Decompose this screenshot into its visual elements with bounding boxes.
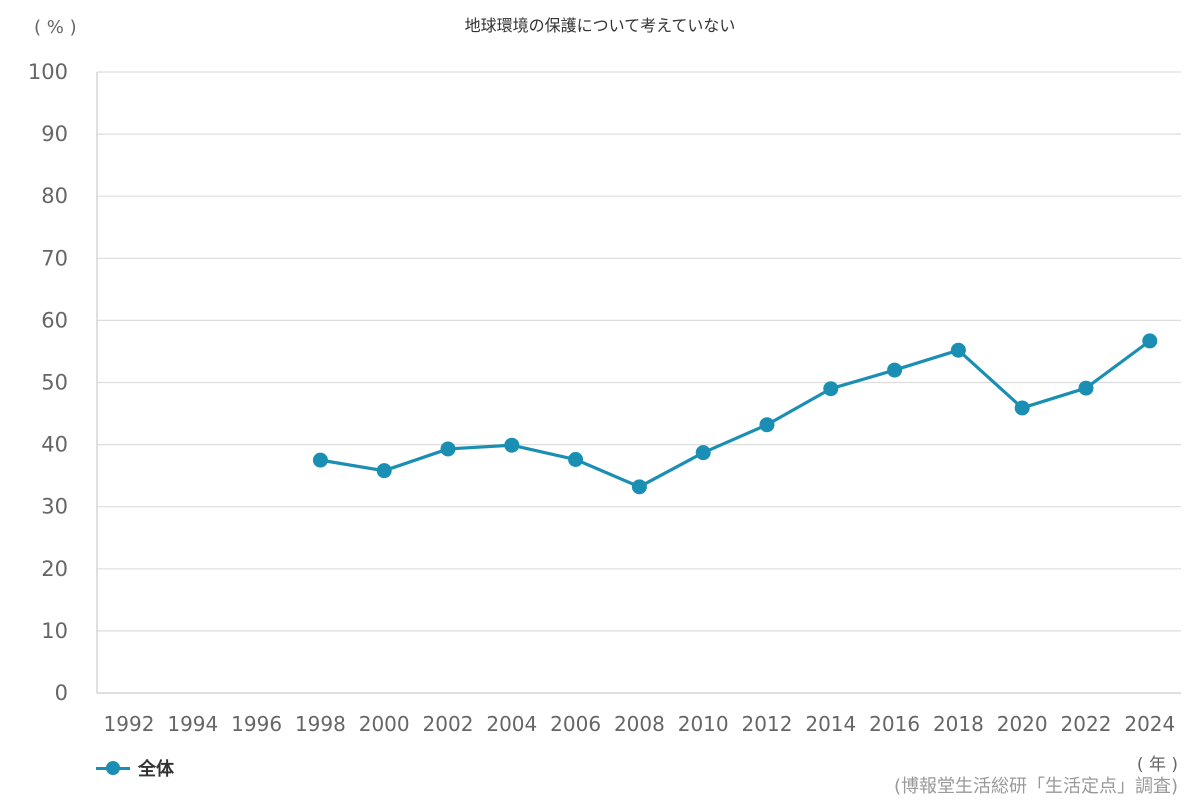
y-tick-label: 40 <box>41 433 68 457</box>
legend: 全体 <box>96 755 174 781</box>
y-tick-label: 10 <box>41 619 68 643</box>
data-point <box>440 441 456 457</box>
data-point <box>376 463 392 479</box>
x-tick-label: 2024 <box>1124 712 1175 736</box>
x-tick-label: 2010 <box>678 712 729 736</box>
x-axis-unit: ( 年 ) <box>1136 755 1178 775</box>
x-tick-label: 2022 <box>1061 712 1112 736</box>
y-tick-label: 30 <box>41 495 68 519</box>
x-tick-label: 2014 <box>805 712 856 736</box>
data-point <box>887 362 903 378</box>
chart-title: 地球環境の保護について考えていない <box>464 16 736 35</box>
x-tick-label: 2002 <box>423 712 474 736</box>
data-point <box>823 381 839 397</box>
series-line <box>320 339 1151 489</box>
x-tick-label: 2000 <box>359 712 410 736</box>
x-tick-label: 2012 <box>742 712 793 736</box>
data-point <box>504 437 520 453</box>
data-point <box>1014 400 1030 416</box>
legend-label: 全体 <box>138 759 174 780</box>
data-point <box>695 445 711 461</box>
grid-lines <box>96 71 1181 694</box>
x-tick-labels: 1992 1994 1996 1998 2000 2002 2004 2006 2008 2010… <box>104 712 1176 736</box>
data-point <box>631 479 647 495</box>
data-point <box>950 342 966 358</box>
source-note: (博報堂生活総研「生活定点」調査) <box>893 776 1178 797</box>
y-tick-labels: 0 10 20 30 40 50 60 70 80 90 100 <box>28 60 68 705</box>
legend-marker <box>96 756 130 780</box>
y-tick-label: 0 <box>55 681 68 705</box>
y-tick-label: 70 <box>41 246 68 270</box>
x-tick-label: 2018 <box>933 712 984 736</box>
y-tick-label: 80 <box>41 184 68 208</box>
x-tick-label: 2020 <box>997 712 1048 736</box>
data-point <box>759 417 775 433</box>
x-tick-label: 2006 <box>550 712 601 736</box>
data-point <box>1142 333 1158 349</box>
data-point <box>312 452 328 468</box>
x-tick-label: 1992 <box>104 712 155 736</box>
y-tick-label: 100 <box>28 60 68 84</box>
x-tick-label: 1998 <box>295 712 346 736</box>
y-tick-label: 60 <box>41 308 68 332</box>
x-tick-label: 2016 <box>869 712 920 736</box>
x-tick-label: 1996 <box>231 712 282 736</box>
data-point <box>1078 380 1094 396</box>
x-tick-label: 1994 <box>167 712 218 736</box>
series-layer <box>312 333 1158 495</box>
x-tick-label: 2004 <box>486 712 537 736</box>
y-tick-label: 20 <box>41 557 68 581</box>
y-axis-unit: ( % ) <box>34 17 77 38</box>
y-tick-label: 50 <box>41 371 68 395</box>
data-point <box>568 452 584 468</box>
x-tick-label: 2008 <box>614 712 665 736</box>
legend-dot <box>106 761 120 775</box>
y-tick-label: 90 <box>41 122 68 146</box>
